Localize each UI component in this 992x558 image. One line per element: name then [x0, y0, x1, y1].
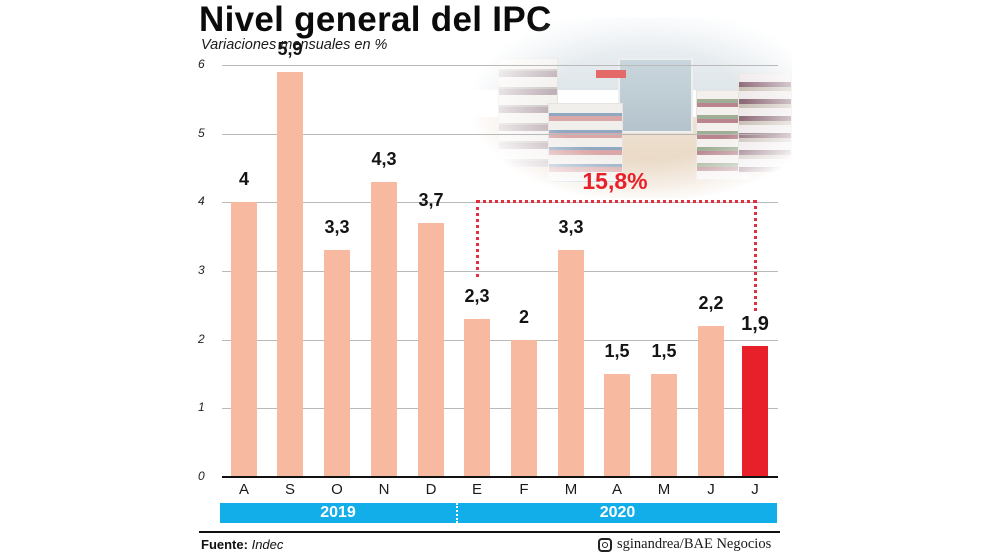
value-label: 2,3	[464, 285, 490, 306]
value-label: 3,7	[418, 189, 444, 210]
year-band: 2019 2020	[220, 503, 777, 523]
value-label: 3,3	[558, 217, 584, 238]
y-tick-label: 0	[198, 469, 205, 483]
footer-divider	[199, 531, 780, 533]
x-tick-label: F	[519, 481, 529, 498]
bar	[371, 181, 397, 477]
photo-credit: sginandrea/BAE Negocios	[598, 536, 771, 553]
value-label: 3,3	[324, 217, 350, 238]
x-axis-line	[222, 476, 778, 478]
bar	[324, 250, 350, 477]
x-tick-label: J	[707, 481, 715, 498]
annotation-bracket-left	[476, 200, 479, 277]
source-note: Fuente: Indec	[201, 537, 283, 552]
cumulative-total-label: 15,8%	[582, 168, 648, 194]
annotation-bracket-right	[754, 200, 757, 311]
y-tick-label: 4	[198, 194, 205, 209]
x-tick-label: M	[657, 481, 671, 498]
bar	[464, 318, 490, 477]
bar	[558, 250, 584, 477]
year-label-2019: 2019	[320, 504, 356, 521]
value-label: 2,2	[698, 292, 724, 313]
x-tick-label: E	[471, 481, 482, 498]
y-tick-label: 5	[198, 125, 205, 140]
year-label-2020: 2020	[599, 504, 636, 521]
source-value: Indec	[251, 537, 284, 552]
x-tick-label: D	[425, 481, 437, 498]
instagram-icon	[598, 537, 612, 552]
bar	[651, 373, 677, 477]
gridline	[222, 340, 778, 341]
bar	[418, 222, 444, 477]
x-tick-label: A	[611, 481, 622, 498]
x-tick-label: J	[751, 481, 759, 498]
photo-shelf	[548, 103, 623, 183]
value-label: 1,5	[651, 340, 677, 361]
gridline	[222, 65, 778, 66]
bar	[277, 71, 303, 477]
gridline	[222, 134, 778, 135]
photo-door	[618, 58, 693, 133]
annotation-bracket-top	[477, 200, 756, 203]
y-tick-label: 6	[198, 56, 205, 71]
x-tick-label: M	[564, 481, 578, 498]
year-divider	[456, 503, 458, 523]
y-tick-label: 2	[198, 331, 205, 346]
photo-sign	[596, 70, 626, 78]
value-label: 1,9	[741, 313, 769, 336]
value-label: 1,5	[604, 340, 630, 361]
gridline	[222, 271, 778, 272]
x-tick-label: O	[331, 481, 343, 498]
store-interior-photo	[468, 18, 792, 198]
value-label: 4,3	[371, 148, 397, 169]
source-label: Fuente:	[201, 537, 248, 552]
x-tick-label: S	[284, 481, 295, 498]
value-label: 5,9	[277, 38, 303, 59]
value-label: 2	[518, 306, 529, 327]
chart-subtitle: Variaciones mensuales en %	[201, 37, 388, 53]
y-tick-label: 3	[198, 262, 205, 277]
photo-shelf	[738, 73, 792, 173]
x-tick-label: N	[378, 481, 390, 498]
bar	[698, 325, 724, 477]
bar-highlighted	[742, 346, 768, 477]
bar	[231, 202, 257, 477]
bar	[511, 339, 537, 477]
credit-text: sginandrea/BAE Negocios	[617, 536, 772, 552]
bar	[604, 373, 630, 477]
gridline	[222, 408, 778, 409]
value-label: 4	[238, 169, 249, 190]
y-tick-label: 1	[198, 400, 205, 415]
x-tick-label: A	[238, 481, 249, 498]
